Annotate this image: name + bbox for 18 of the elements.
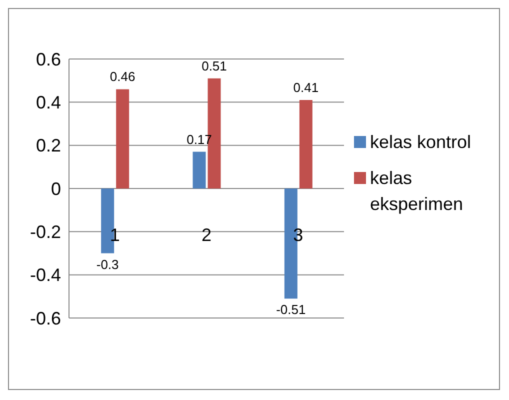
data-label: -0.51	[276, 302, 306, 318]
legend-label: kelas eksperimen	[370, 167, 464, 216]
y-tick-label: -0.2	[30, 222, 61, 242]
y-tick-label: 0	[50, 178, 61, 199]
y-tick-label: 0.6	[36, 49, 61, 70]
x-tick-label: 2	[201, 225, 212, 245]
y-tick-label: -0.4	[30, 265, 61, 286]
bar	[299, 100, 312, 188]
data-label: 0.41	[293, 80, 319, 96]
bar	[192, 152, 206, 188]
y-tick-label: 0.2	[36, 136, 61, 156]
y-tick-label: 0.4	[36, 92, 61, 113]
data-label: 0.51	[202, 58, 227, 74]
bar	[116, 89, 130, 188]
legend-label: kelas kontrol	[370, 131, 472, 154]
y-tick-label: -0.6	[30, 308, 61, 328]
data-label: 0.46	[110, 69, 136, 84]
data-label: -0.3	[96, 256, 119, 272]
